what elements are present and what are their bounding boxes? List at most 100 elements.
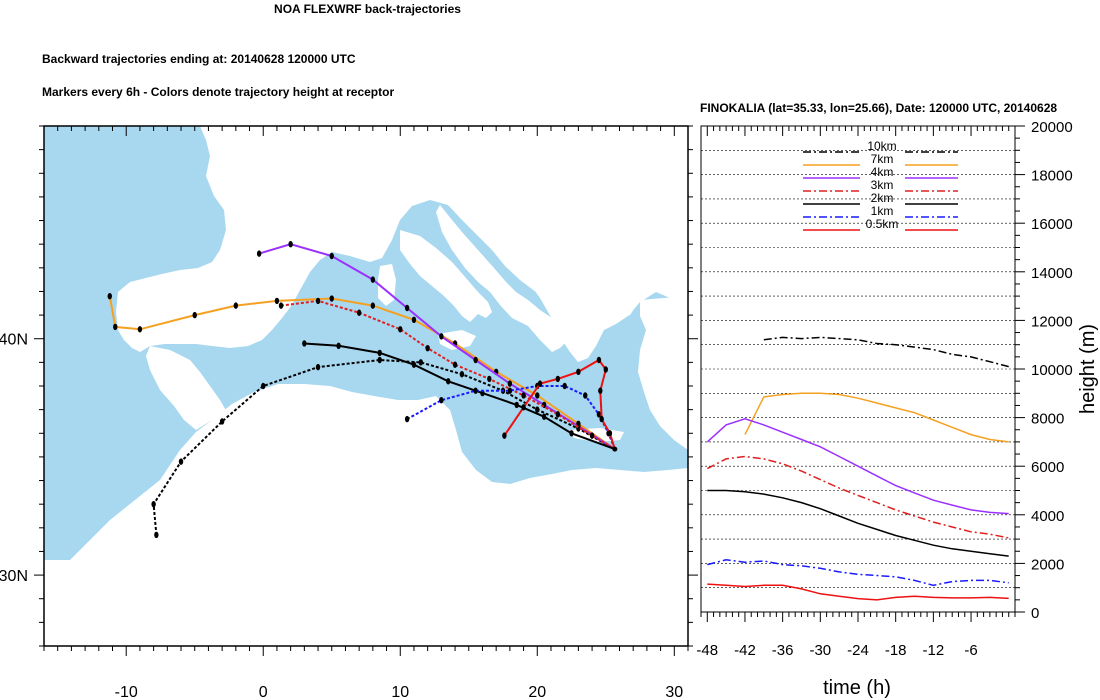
chart-x-tick-label: -48 (696, 642, 718, 659)
map-panel: -10 0 10 20 30 40N 30N (0, 125, 698, 700)
trajectory-6h-marker (329, 252, 334, 260)
chart-x-tick-label: -24 (847, 642, 869, 659)
trajectory-end-time: Backward trajectories ending at: 2014062… (42, 52, 356, 66)
map-lon-label: 0 (259, 684, 268, 700)
chart-y-tick-label: 16000 (1031, 216, 1073, 233)
trajectory-layer (107, 240, 618, 539)
trajectory-6h-marker (404, 415, 410, 423)
chart-x-tick-label: -30 (809, 642, 831, 659)
map-lon-label: 10 (391, 684, 409, 700)
trajectory-10km (151, 356, 616, 539)
trajectory-6h-marker (459, 370, 465, 378)
trajectory-6h-marker (583, 392, 588, 399)
legend-label: 0.5km (866, 217, 899, 231)
trajectory-6h-marker (336, 342, 341, 350)
trajectory-6h-marker (370, 302, 376, 309)
trajectory-6h-marker (439, 333, 444, 340)
chart-y-tick-label: 6000 (1031, 459, 1064, 476)
chart-y-tick-label: 12000 (1031, 313, 1073, 330)
trajectory-6h-marker (315, 363, 321, 371)
trajectory-6h-marker (596, 411, 602, 418)
legend-label: 10km (867, 139, 896, 153)
trajectory-6h-marker (288, 240, 293, 248)
trajectory-line (304, 342, 616, 451)
trajectory-3km (278, 297, 616, 450)
trajectory-6h-marker (452, 361, 458, 368)
trajectory-2km (302, 340, 616, 451)
trajectory-0-5km (502, 356, 616, 450)
chart-y-tick-label: 14000 (1031, 265, 1073, 282)
land-turkey (638, 296, 688, 450)
chart-x-tick-label: -18 (885, 642, 907, 659)
trajectory-line (108, 296, 616, 450)
trajectory-6h-marker (541, 413, 547, 420)
trajectory-6h-marker (418, 359, 424, 366)
chart-y-tick-label: 8000 (1031, 411, 1064, 428)
trajectory-6h-marker (113, 323, 118, 331)
chart-y-tick-label: 4000 (1031, 508, 1064, 525)
land-italy (400, 230, 492, 322)
series-4km (706, 418, 1009, 515)
legend-label: 2km (871, 191, 894, 205)
legend-label: 3km (871, 178, 894, 192)
trajectory-6h-marker (219, 418, 225, 425)
trajectory-6h-marker (598, 387, 603, 394)
map-lon-label: 20 (528, 684, 546, 700)
chart-ticks: -48 -42 -36 -30 -24 -18 -12 -6 0 2000 4000 6000 8000… (696, 119, 1072, 659)
trajectory-6h-marker (535, 406, 540, 413)
trajectory-6h-marker (404, 304, 410, 312)
trajectory-6h-marker (178, 458, 184, 465)
land-sicily (438, 330, 476, 350)
trajectory-6h-marker (302, 340, 307, 347)
trajectory-6h-marker (607, 430, 613, 437)
trajectory-6h-marker (377, 349, 382, 357)
trajectory-6h-marker (370, 276, 376, 283)
map-lat-label: 40N (0, 332, 28, 349)
trajectory-6h-marker (507, 380, 513, 387)
trajectory-6h-marker (537, 380, 543, 387)
chart-y-tick-label: 20000 (1031, 119, 1073, 136)
trajectory-6h-marker (521, 404, 526, 411)
chart-y-tick-label: 10000 (1031, 362, 1073, 379)
trajectory-6h-marker (599, 415, 604, 423)
trajectory-6h-marker (603, 366, 608, 373)
legend-label: 4km (871, 165, 894, 179)
trajectory-6h-marker (507, 387, 513, 394)
trajectory-6h-marker (107, 292, 112, 300)
chart-y-tick-label: 2000 (1031, 556, 1064, 573)
trajectory-6h-marker (425, 344, 430, 352)
trajectory-6h-marker (151, 500, 156, 508)
trajectory-6h-marker (256, 250, 262, 257)
trajectory-6h-marker (411, 316, 417, 324)
chart-y-axis-label: height (m) (1077, 324, 1099, 414)
trajectory-6h-marker (521, 392, 526, 399)
trajectory-6h-marker (278, 302, 284, 309)
trajectory-6h-marker (154, 531, 159, 539)
chart-x-axis-label: time (h) (823, 677, 891, 699)
trajectory-6h-marker (329, 295, 334, 302)
trajectory-6h-marker (398, 326, 403, 333)
chart-y-tick-label: 0 (1031, 605, 1039, 622)
map-axis-labels: -10 0 10 20 30 40N 30N (0, 332, 683, 700)
trajectory-6h-marker (576, 368, 581, 376)
trajectory-6h-marker (411, 361, 417, 368)
height-chart-title: FINOKALIA (lat=35.33, lon=25.66), Date: … (700, 101, 1058, 115)
marker-legend-note: Markers every 6h - Colors denote traject… (42, 85, 395, 99)
map-lon-label: 30 (665, 684, 683, 700)
trajectory-6h-marker (356, 309, 362, 316)
trajectory-6h-marker (589, 432, 595, 439)
trajectory-6h-marker (439, 396, 444, 404)
trajectory-6h-marker (487, 375, 492, 383)
series-3km (706, 455, 1009, 539)
map-lat-label: 30N (0, 568, 28, 585)
trajectory-line (280, 299, 616, 450)
chart-series-layer (706, 336, 1009, 601)
series-1km (707, 559, 1009, 587)
chart-y-tick-label: 18000 (1031, 168, 1073, 185)
trajectory-6h-marker (233, 302, 239, 309)
chart-x-tick-label: -42 (734, 642, 756, 659)
land-balkans (492, 200, 688, 362)
trajectory-6h-marker (473, 387, 478, 394)
series-0-5km (707, 583, 1009, 601)
